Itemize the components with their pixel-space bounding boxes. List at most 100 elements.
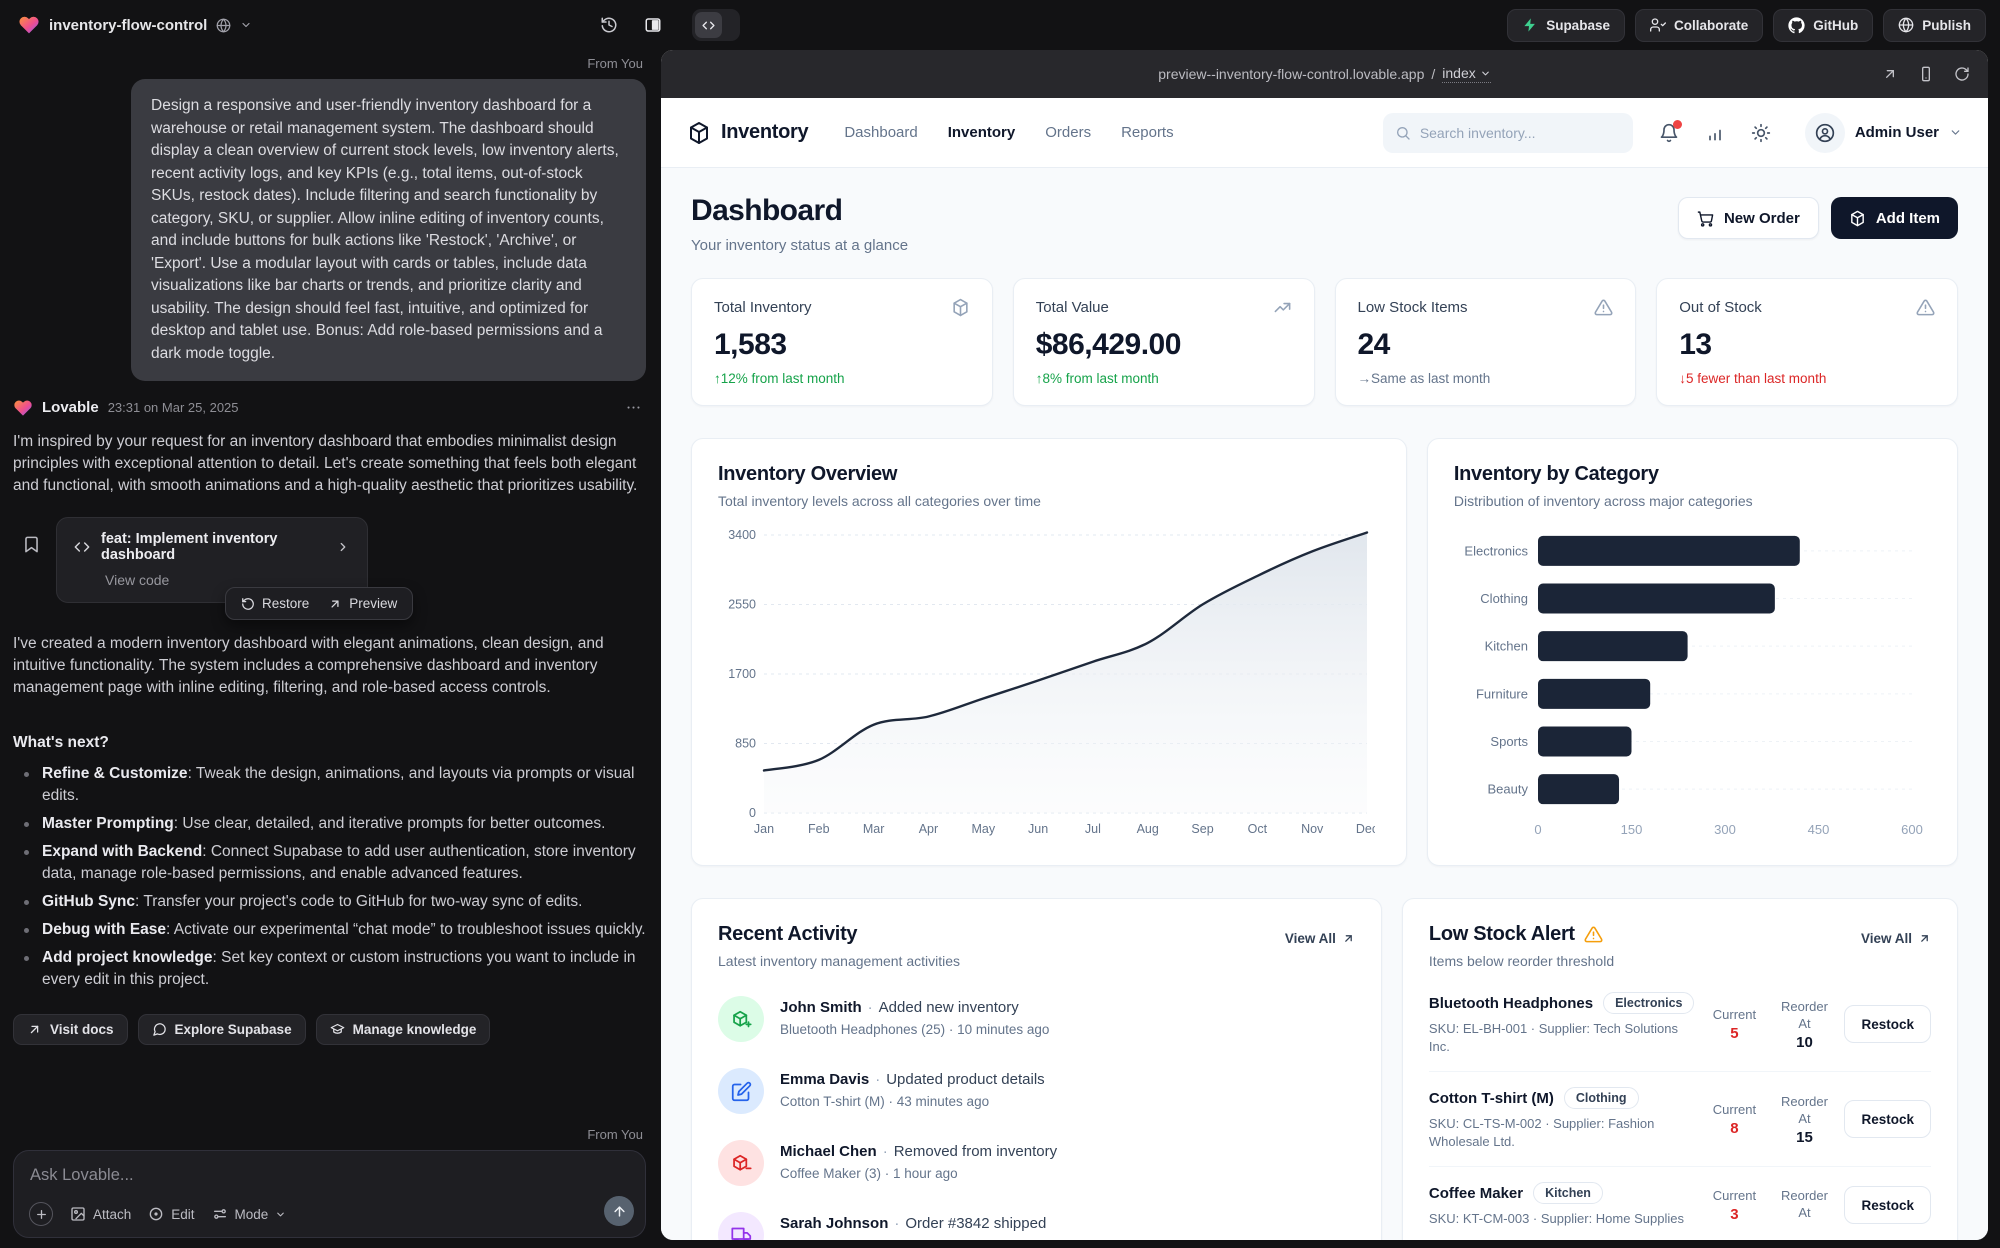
kpi-delta: ↓5 fewer than last month (1679, 371, 1827, 386)
visit-docs-button[interactable]: Visit docs (13, 1014, 128, 1045)
kpi-value: 1,583 (714, 328, 787, 361)
bookmark-icon[interactable] (22, 535, 41, 557)
activity-user: Michael Chen (780, 1143, 877, 1160)
bullet-text: : Set key context or custom instructions… (42, 949, 636, 988)
nav-item-dashboard[interactable]: Dashboard (844, 124, 918, 141)
activity-detail: Bluetooth Headphones (25) · 10 minutes a… (780, 1022, 1050, 1037)
restore-button[interactable]: Restore (241, 596, 309, 611)
truck-icon (730, 1225, 752, 1240)
svg-text:Dec: Dec (1356, 822, 1375, 836)
refresh-icon[interactable] (1954, 66, 1970, 82)
app-header: Inventory Dashboard Inventory Orders Report… (661, 98, 1988, 168)
sliders-icon (212, 1206, 228, 1222)
github-button[interactable]: GitHub (1773, 8, 1874, 42)
send-button[interactable] (604, 1196, 634, 1226)
new-order-button[interactable]: New Order (1677, 197, 1819, 239)
brand-name: Inventory (721, 121, 809, 143)
assistant-message-header: Lovable 23:31 on Mar 25, 2025 (13, 397, 646, 418)
chevron-down-icon (240, 19, 252, 31)
package-icon (951, 298, 970, 317)
activity-item: John Smith · Added new inventory Bluetooth … (718, 983, 1355, 1055)
svg-text:Sep: Sep (1191, 822, 1213, 836)
supabase-button[interactable]: Supabase (1507, 8, 1625, 42)
arrow-up-right-icon (1918, 932, 1931, 945)
panel-title: Low Stock Alert (1428, 923, 1575, 945)
svg-text:May: May (971, 822, 995, 836)
notifications-button[interactable] (1659, 119, 1682, 143)
restock-button[interactable]: Restock (1844, 1100, 1931, 1138)
preview-area: preview--inventory-flow-control.lovable.… (661, 50, 2000, 1248)
svg-text:Aug: Aug (1137, 822, 1159, 836)
publish-button[interactable]: Publish (1883, 8, 1986, 42)
reorder-label: Reorder At (1780, 1093, 1828, 1126)
view-code-link[interactable]: View code (105, 572, 170, 588)
nav-item-orders[interactable]: Orders (1045, 124, 1092, 141)
preview-button[interactable]: Preview (328, 596, 397, 611)
manage-knowledge-button[interactable]: Manage knowledge (315, 1014, 491, 1045)
code-view-toggle[interactable] (692, 9, 740, 41)
message-menu-icon[interactable] (621, 397, 646, 418)
svg-text:Sports: Sports (1490, 734, 1528, 749)
whats-next-item: Master Prompting: Use clear, detailed, a… (13, 813, 646, 835)
view-all-low-stock-link[interactable]: View All (1861, 931, 1931, 946)
user-name: Admin User (1854, 124, 1939, 141)
activity-detail: Coffee Maker (3) · 1 hour ago (780, 1166, 958, 1181)
commit-card[interactable]: feat: Implement inventory dashboard View… (56, 517, 368, 603)
add-attachment-button[interactable] (29, 1202, 53, 1226)
category-badge: Clothing (1563, 1087, 1639, 1109)
activity-user: Emma Davis (780, 1071, 870, 1088)
restock-button[interactable]: Restock (1844, 1186, 1931, 1224)
chat-footer-actions: Visit docs Explore Supabase Manage knowled… (13, 1014, 646, 1045)
reorder-label: Reorder At (1780, 1188, 1828, 1220)
history-icon[interactable] (594, 10, 624, 40)
svg-text:Kitchen: Kitchen (1485, 639, 1528, 654)
kpi-delta: →Same as last month (1357, 371, 1491, 386)
recent-activity-card: Recent Activity Latest inventory managem… (691, 898, 1382, 1240)
open-external-icon[interactable] (1882, 66, 1898, 82)
activity-user: John Smith (780, 999, 862, 1016)
bullet-dot (24, 850, 29, 855)
restock-button[interactable]: Restock (1844, 1005, 1931, 1043)
svg-text:Clothing: Clothing (1480, 591, 1528, 606)
nav-item-reports[interactable]: Reports (1121, 124, 1174, 141)
user-menu[interactable]: Admin User (1804, 112, 1962, 153)
view-all-activity-link[interactable]: View All (1285, 931, 1355, 946)
current-value: 8 (1730, 1120, 1739, 1137)
nav-item-inventory[interactable]: Inventory (947, 124, 1016, 141)
svg-text:0: 0 (749, 806, 756, 820)
bullet-dot (24, 928, 29, 933)
package-minus-icon (731, 1153, 752, 1174)
add-item-button[interactable]: Add Item (1830, 197, 1958, 239)
chat-messages[interactable]: From You Design a responsive and user-fr… (13, 50, 646, 1121)
chat-input-placeholder: Ask Lovable... (30, 1166, 134, 1184)
edit-mode-button[interactable]: Edit (148, 1206, 195, 1222)
explore-supabase-button[interactable]: Explore Supabase (137, 1014, 306, 1045)
app-brand[interactable]: Inventory (687, 121, 809, 145)
topbar-actions: Supabase Collaborate GitHub Publish (1507, 8, 1986, 42)
product-name: Coffee Maker (1428, 1184, 1524, 1202)
activity-item: Emma Davis · Updated product details Cotton… (718, 1055, 1355, 1127)
chat-panel: From You Design a responsive and user-fr… (0, 50, 661, 1248)
activity-detail: Desk Lamp (12) · 2 hours ago (780, 1238, 1046, 1240)
mode-selector[interactable]: Mode (212, 1206, 287, 1222)
inventory-overview-card: Inventory Overview Total inventory level… (691, 438, 1407, 866)
sku-line: SKU: CL-TS-M-002 · Supplier: Fashion Who… (1428, 1116, 1655, 1149)
reorder-label: Reorder At (1780, 998, 1828, 1031)
panel-left-icon[interactable] (638, 10, 668, 40)
bar-chart-icon[interactable] (1705, 123, 1725, 143)
globe-icon (216, 18, 231, 33)
theme-toggle-sun-icon[interactable] (1751, 123, 1771, 143)
current-label: Current (1712, 1007, 1757, 1022)
search-input[interactable]: Search inventory... (1382, 112, 1633, 153)
collaborate-button[interactable]: Collaborate (1634, 8, 1764, 42)
attach-button[interactable]: Attach (70, 1206, 131, 1222)
preview-url[interactable]: preview--inventory-flow-control.lovable.… (1158, 65, 1491, 83)
svg-text:450: 450 (1808, 822, 1830, 837)
project-switcher[interactable]: inventory-flow-control (18, 14, 566, 36)
chevron-right-icon (336, 540, 350, 554)
svg-text:600: 600 (1901, 822, 1923, 837)
svg-text:300: 300 (1714, 822, 1736, 837)
dashboard-main: Dashboard Your inventory status at a gla… (661, 168, 1988, 1240)
chat-input[interactable]: Ask Lovable... Attach Edit (13, 1150, 646, 1238)
mobile-view-icon[interactable] (1918, 66, 1934, 82)
